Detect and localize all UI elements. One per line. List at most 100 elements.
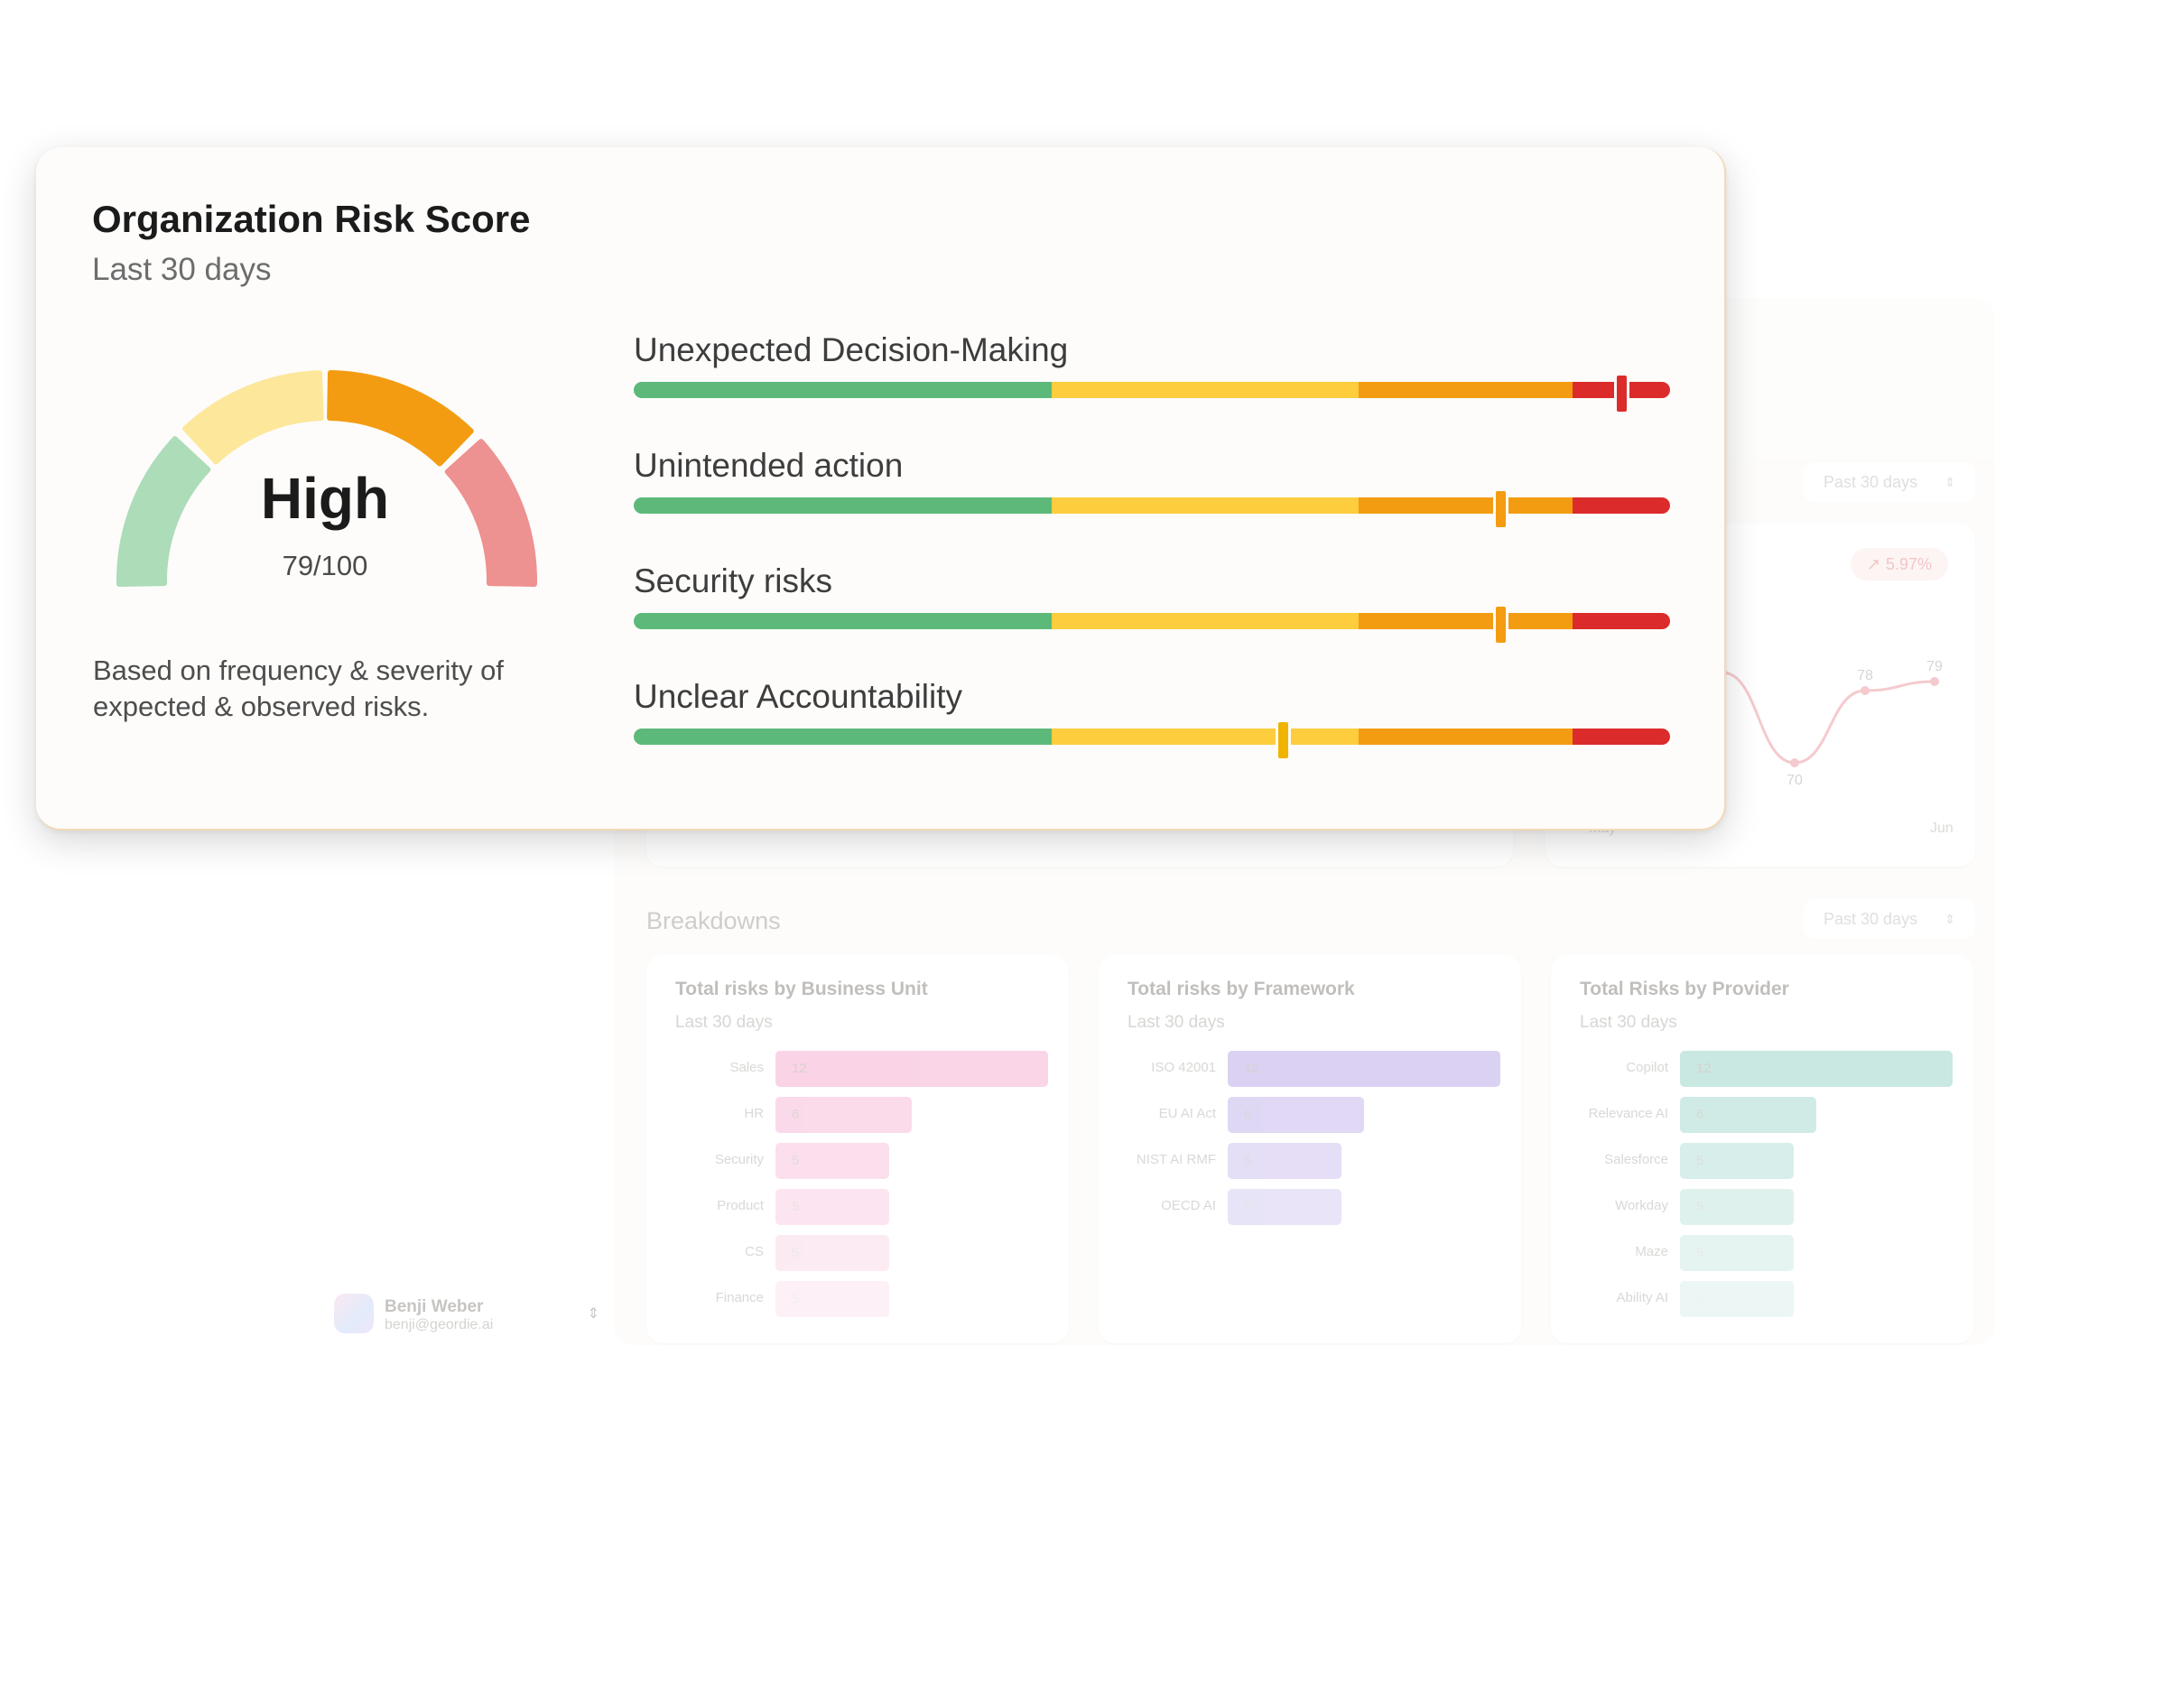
chevron-updown-icon: ⇕ [1944,911,1955,926]
avatar [334,1294,374,1333]
trend-point-label: 79 [1926,659,1943,674]
breakdown-row-label: Product [717,1198,764,1213]
risk-metric-row: Unexpected Decision-Making [634,331,1672,422]
scale-segment-orange [1359,729,1573,745]
breakdown-row-label: ISO 42001 [1151,1060,1216,1075]
user-name: Benji Weber [385,1297,484,1316]
breakdown-bar: 5 [1680,1189,1794,1225]
breakdowns-period-select[interactable]: Past 30 days ⇕ [1804,899,1975,939]
period-select[interactable]: Past 30 days ⇕ [1804,462,1975,502]
breakdown-row-label: NIST AI RMF [1136,1152,1216,1167]
breakdown-bar: 12 [775,1051,1048,1087]
period-select-value: Past 30 days [1824,472,1918,491]
breakdown-row-label: Maze [1635,1244,1668,1259]
risk-level-marker [1275,719,1291,761]
gauge-segment-2 [182,370,324,465]
scale-segment-green [634,382,1052,398]
risk-metric-label: Unintended action [634,447,904,484]
arrow-up-right-icon: ↗ [1866,554,1881,573]
breakdown-row: Copilot 12 [1551,1051,1973,1087]
breakdown-row-label: Ability AI [1616,1290,1668,1305]
breakdown-row-label: EU AI Act [1158,1106,1216,1121]
breakdown-card-subtitle: Last 30 days [675,1013,773,1032]
breakdown-bar: 5 [1680,1235,1794,1271]
scale-segment-green [634,613,1052,629]
score-description: Based on frequency & severity of expecte… [93,654,504,722]
breakdowns-title: Breakdowns [646,907,781,934]
breakdown-row: OECD AI 5 [1099,1189,1521,1225]
risk-scale-bar [634,729,1670,745]
scale-segment-red [1573,497,1670,514]
breakdown-row: Security 5 [646,1143,1069,1179]
trend-point-label: 78 [1857,668,1873,683]
user-menu[interactable]: Benji Weber benji@geordie.ai ⇕ [334,1277,614,1359]
gauge-segment-1 [116,436,211,588]
chevron-updown-icon: ⇕ [587,1306,599,1322]
breakdown-card: Total risks by Business Unit Last 30 days… [646,955,1069,1343]
risk-metric-row: Unclear Accountability [634,678,1672,768]
risk-gauge [116,370,537,588]
trend-point [1790,758,1799,767]
organization-risk-score-card: Organization Risk Score Last 30 days Hig… [36,147,1726,831]
trend-point [1930,677,1939,686]
breakdown-bar: 5 [775,1235,889,1271]
scale-segment-orange [1359,382,1573,398]
breakdowns-period-value: Past 30 days [1824,909,1918,928]
breakdown-row: NIST AI RMF 5 [1099,1143,1521,1179]
risk-metric-label: Security risks [634,562,832,599]
breakdown-row: Salesforce 5 [1551,1143,1973,1179]
breakdown-bar: 5 [1228,1143,1341,1179]
breakdown-card-subtitle: Last 30 days [1580,1013,1677,1032]
scale-segment-yellow [1052,497,1359,514]
breakdown-row: HR 6 [646,1097,1069,1133]
breakdown-bar: 5 [775,1189,889,1225]
risk-score: 79/100 [282,550,368,581]
risk-level: High [260,466,390,531]
trend-change-badge: ↗ 5.97% [1851,548,1948,580]
scale-segment-green [634,729,1052,745]
risk-scale-bar [634,613,1670,629]
breakdown-row: Relevance AI 6 [1551,1097,1973,1133]
scale-segment-yellow [1052,613,1359,629]
trend-point-label: 70 [1787,773,1803,788]
trend-point [1861,686,1870,695]
risk-metric-label: Unexpected Decision-Making [634,331,1069,368]
breakdown-bar: 5 [1228,1189,1341,1225]
risk-scale-bar [634,497,1670,514]
breakdown-row: EU AI Act 6 [1099,1097,1521,1133]
card-title: Organization Risk Score [92,198,531,240]
scale-segment-red [1573,613,1670,629]
breakdown-row-label: Copilot [1626,1060,1668,1075]
breakdown-row: Sales 12 [646,1051,1069,1087]
risk-metric-row: Unintended action [634,447,1672,537]
breakdown-row-label: CS [745,1244,764,1259]
breakdown-row-label: OECD AI [1161,1198,1216,1213]
trend-x-label: Jun [1930,821,1954,836]
card-subtitle: Last 30 days [92,252,272,287]
breakdown-row-label: Sales [729,1060,764,1075]
breakdown-row: Maze 5 [1551,1235,1973,1271]
trend-change-value: 5.97% [1886,554,1933,573]
risk-level-marker [1492,604,1508,645]
breakdown-row-label: Security [714,1152,764,1167]
scale-segment-yellow [1052,729,1359,745]
breakdown-row: Ability AI 5 [1551,1281,1973,1317]
breakdown-row: Workday 5 [1551,1189,1973,1225]
breakdown-bar: 12 [1228,1051,1500,1087]
risk-metric-row: Security risks [634,562,1672,653]
trend-line [1722,671,1935,765]
breakdown-row-label: Workday [1615,1198,1668,1213]
user-email: benji@geordie.ai [385,1317,494,1332]
breakdown-card-title: Total Risks by Provider [1580,979,1789,999]
breakdown-row: ISO 42001 12 [1099,1051,1521,1087]
breakdown-row-label: HR [744,1106,764,1121]
scale-segment-red [1573,729,1670,745]
gauge-segment-3 [327,370,474,467]
risk-metric-label: Unclear Accountability [634,678,963,715]
breakdown-row: Product 5 [646,1189,1069,1225]
breakdown-row: Finance 5 [646,1281,1069,1317]
scale-segment-orange [1359,497,1573,514]
breakdown-card-title: Total risks by Business Unit [675,979,928,999]
breakdown-row-label: Salesforce [1604,1152,1668,1167]
breakdown-bar: 5 [1680,1143,1794,1179]
